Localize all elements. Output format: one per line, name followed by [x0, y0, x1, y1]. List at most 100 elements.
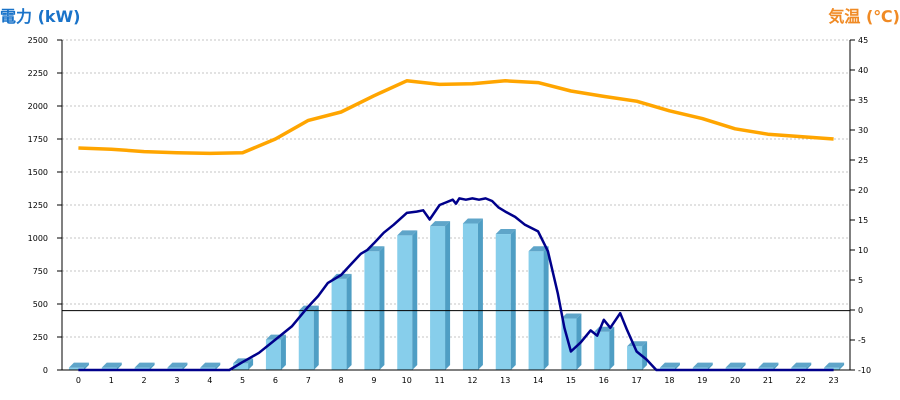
bar-front	[430, 226, 446, 370]
bar-front	[233, 363, 249, 370]
bar-side	[806, 362, 812, 370]
bar-side	[609, 326, 615, 370]
y-right-tick-label: 40	[858, 66, 868, 75]
grid-layer	[62, 39, 850, 338]
y-right-tick-label: 0	[858, 306, 863, 315]
x-tick-label: 19	[697, 376, 707, 385]
x-tick-label: 17	[631, 376, 641, 385]
y-left-tick-label: 0	[43, 366, 48, 375]
x-tick-label: 12	[467, 376, 477, 385]
bar-top	[430, 221, 451, 227]
bar-side	[642, 341, 648, 370]
bar-side	[576, 313, 582, 370]
temperature-line	[78, 79, 834, 156]
bar-side	[477, 218, 483, 370]
power-bar	[462, 218, 483, 370]
x-tick-label: 15	[566, 376, 576, 385]
bar-top	[758, 362, 779, 368]
bar-top	[101, 362, 122, 368]
bar-top	[134, 362, 155, 368]
bar-side	[707, 362, 713, 370]
bar-side	[215, 362, 221, 370]
bar-top	[200, 362, 221, 368]
right-axis-title: 気温 (℃)	[828, 7, 900, 26]
bar-top	[561, 313, 582, 319]
x-tick-label: 0	[76, 376, 81, 385]
power-bar	[331, 273, 352, 370]
x-tick-label: 2	[142, 376, 147, 385]
bar-side	[313, 305, 319, 370]
bar-side	[346, 273, 352, 370]
bar-front	[68, 367, 84, 370]
bar-top	[659, 362, 680, 368]
bar-front	[495, 234, 511, 370]
bar-top	[824, 362, 845, 368]
x-tick-label: 8	[339, 376, 344, 385]
y-right-tick-label: 20	[858, 186, 868, 195]
lines-layer	[78, 79, 834, 372]
bar-top	[495, 229, 516, 235]
bar-side	[280, 334, 286, 370]
bar-side	[149, 362, 155, 370]
x-tick-label: 23	[828, 376, 838, 385]
bar-side	[510, 229, 516, 370]
bar-side	[445, 221, 451, 370]
power-bar	[397, 230, 418, 370]
bar-side	[773, 362, 779, 370]
x-tick-label: 5	[240, 376, 245, 385]
bar-front	[594, 331, 610, 370]
bar-side	[83, 362, 89, 370]
power-bar	[364, 246, 385, 370]
y-left-tick-label: 500	[33, 300, 48, 309]
y-right-tick-label: 45	[858, 36, 868, 45]
y-right-tick-label: 25	[858, 156, 868, 165]
bar-top	[397, 230, 418, 236]
x-tick-label: 6	[273, 376, 278, 385]
x-tick-label: 13	[500, 376, 510, 385]
y-left-tick-label: 2500	[28, 36, 48, 45]
bar-top	[791, 362, 812, 368]
power-bar	[627, 341, 648, 370]
power-line	[78, 197, 834, 372]
y-left-tick-label: 1250	[28, 201, 48, 210]
y-left-tick-label: 1000	[28, 234, 48, 243]
bar-side	[248, 358, 254, 370]
left-axis-title: 電力 (kW)	[0, 7, 81, 26]
x-tick-label: 16	[599, 376, 609, 385]
y-left-tick-label: 250	[33, 333, 48, 342]
y-right-tick-label: 15	[858, 216, 868, 225]
y-left-tick-label: 1750	[28, 135, 48, 144]
bar-top	[692, 362, 713, 368]
bar-front	[462, 223, 478, 370]
bar-top	[68, 362, 89, 368]
bar-side	[412, 230, 418, 370]
bar-top	[462, 218, 483, 224]
x-tick-label: 9	[371, 376, 376, 385]
bars-layer	[68, 218, 845, 370]
y-right-tick-label: 30	[858, 126, 868, 135]
bar-front	[397, 235, 413, 370]
y-left-tick-label: 2000	[28, 102, 48, 111]
bar-side	[543, 246, 549, 370]
bar-side	[379, 246, 385, 370]
x-tick-label: 11	[434, 376, 444, 385]
bar-side	[740, 362, 746, 370]
bar-front	[331, 278, 347, 370]
power-bar	[528, 246, 549, 370]
y-right-tick-label: -5	[858, 336, 866, 345]
power-bar	[298, 305, 319, 370]
bar-front	[265, 339, 281, 370]
x-tick-label: 10	[402, 376, 412, 385]
power-bar	[233, 358, 254, 370]
power-bar	[594, 326, 615, 370]
y-left-tick-label: 750	[33, 267, 48, 276]
bar-top	[528, 246, 549, 252]
y-right-tick-label: 10	[858, 246, 868, 255]
power-bar	[430, 221, 451, 370]
ticks-layer: 02505007501000125015001750200022502500-1…	[28, 36, 871, 385]
x-tick-label: 22	[796, 376, 806, 385]
x-tick-label: 21	[763, 376, 773, 385]
y-right-tick-label: -10	[858, 366, 871, 375]
